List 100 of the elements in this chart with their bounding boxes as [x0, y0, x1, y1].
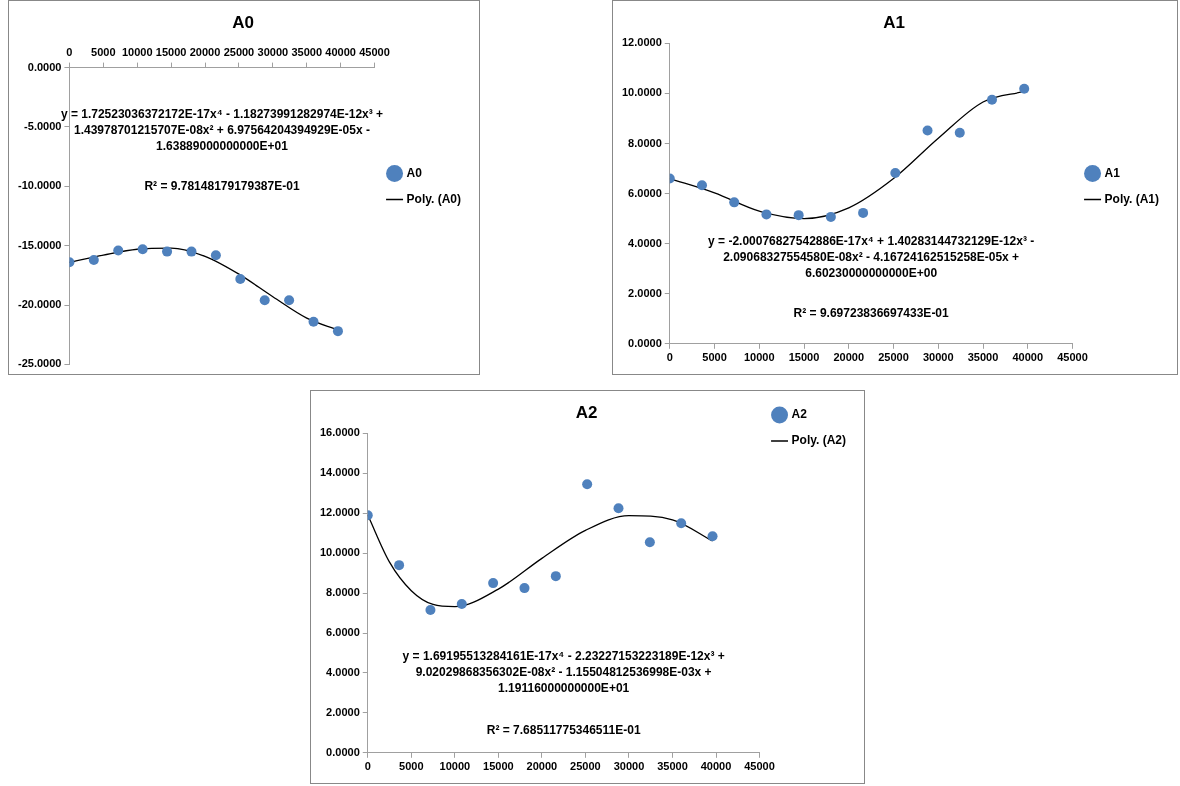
legend-label: Poly. (A2)	[791, 433, 846, 448]
y-tick-label: 6.0000	[628, 186, 662, 199]
x-tick-label: 10000	[439, 760, 471, 773]
x-tick-label: 30000	[922, 351, 954, 364]
point	[456, 599, 467, 610]
x-tick-label: 0	[666, 351, 673, 364]
y-tick-label: -10.0000	[17, 179, 62, 192]
x-tick-label: 20000	[526, 760, 558, 773]
point	[793, 210, 804, 221]
point	[394, 560, 405, 571]
y-tick-label: -5.0000	[24, 119, 62, 132]
x-tick-label: 40000	[700, 760, 732, 773]
y-tick-label: 0.0000	[326, 745, 360, 758]
annotation: R² = 9.69723836697433E-01	[793, 306, 950, 321]
y-tick-label: 16.0000	[320, 426, 360, 439]
point	[235, 273, 246, 284]
annotation: y = 1.69195513284161E-17x⁴ - 2.23227153223189E-12x³ + 9.02029868356302E-08x² - 1.15504812536998E-03x + 1.19116000000000E+01	[402, 649, 725, 696]
x-tick-label: 5000	[702, 351, 727, 364]
point	[186, 246, 197, 257]
x-tick-label: 25000	[878, 351, 909, 364]
point	[858, 207, 869, 218]
x-tick-label: 20000	[833, 351, 865, 364]
y-tick-label: 10.0000	[622, 86, 662, 99]
point	[676, 518, 687, 529]
y-tick-label: -15.0000	[17, 238, 62, 251]
x-tick-label: 15000	[155, 46, 187, 59]
point	[113, 245, 124, 256]
legend-label: Poly. (A1)	[1104, 191, 1159, 206]
point	[825, 211, 836, 222]
x-tick-label: 45000	[359, 46, 390, 59]
y-tick-label: 0.0000	[27, 60, 62, 73]
x-tick-label: 5000	[91, 46, 116, 59]
x-tick-label: 5000	[399, 760, 424, 773]
point	[425, 605, 436, 616]
y-tick-label: 8.0000	[628, 136, 662, 149]
point	[210, 250, 221, 261]
chart-title: A2	[575, 402, 598, 422]
legend-label: A0	[406, 165, 423, 180]
y-tick-label: 12.0000	[622, 36, 662, 49]
x-tick-label: 10000	[743, 351, 775, 364]
y-tick-label: -20.0000	[17, 298, 62, 311]
annotation: R² = 7.68511775346511E-01	[486, 722, 641, 737]
chart-title: A1	[883, 12, 905, 32]
point	[954, 127, 965, 138]
annotation: y = 1.72523036372172E-17x⁴ - 1.18273991282974E-12x³ + 1.43978701215707E-08x² + 6.97564204394929E-05x - 1.63889000000000E+01	[60, 107, 384, 154]
point	[707, 531, 718, 542]
annotation: y = -2.00076827542886E-17x⁴ + 1.40283144732129E-12x³ - 2.09068327554580E-08x² - 4.16724162515258E-05x + 6.60230000000000E+00	[708, 233, 1035, 280]
x-tick-label: 25000	[570, 760, 601, 773]
x-tick-label: 0	[364, 760, 371, 773]
y-tick-label: 14.0000	[320, 466, 360, 479]
x-tick-label: 0	[66, 46, 73, 59]
y-tick-label: 10.0000	[320, 546, 360, 559]
legend-label: A1	[1104, 165, 1121, 180]
point	[284, 295, 295, 306]
point	[922, 125, 933, 136]
annotation: R² = 9.78148179179387E-01	[144, 178, 300, 193]
chart-title: A0	[232, 12, 254, 32]
point	[986, 94, 997, 105]
y-tick-label: -25.0000	[17, 357, 62, 370]
point	[644, 537, 655, 548]
x-tick-label: 40000	[325, 46, 356, 59]
x-tick-label: 45000	[744, 760, 775, 773]
y-tick-label: 0.0000	[628, 336, 662, 349]
y-tick-label: 12.0000	[320, 506, 360, 519]
x-tick-label: 35000	[967, 351, 999, 364]
x-tick-label: 25000	[223, 46, 255, 59]
x-tick-label: 45000	[1057, 351, 1088, 364]
point	[88, 254, 99, 265]
x-tick-label: 15000	[483, 760, 514, 773]
legend-label: A2	[791, 407, 808, 422]
point	[696, 180, 707, 191]
y-tick-label: 4.0000	[326, 665, 360, 678]
point	[582, 479, 593, 490]
y-tick-label: 4.0000	[628, 236, 662, 249]
point	[519, 583, 530, 594]
point	[613, 503, 624, 514]
point	[332, 326, 343, 337]
x-tick-label: 15000	[788, 351, 820, 364]
x-tick-label: 30000	[613, 760, 645, 773]
point	[137, 244, 148, 255]
x-tick-label: 35000	[657, 760, 688, 773]
x-tick-label: 30000	[257, 46, 289, 59]
y-tick-label: 2.0000	[326, 705, 360, 718]
point	[308, 316, 319, 327]
x-tick-label: 35000	[291, 46, 323, 59]
point	[162, 246, 173, 257]
point	[550, 571, 561, 582]
point	[488, 578, 499, 589]
point	[890, 168, 901, 179]
y-tick-label: 8.0000	[326, 586, 360, 599]
y-tick-label: 6.0000	[326, 626, 360, 639]
legend-label: Poly. (A0)	[406, 191, 461, 206]
x-tick-label: 10000	[121, 46, 153, 59]
point	[259, 295, 270, 306]
point	[761, 209, 772, 220]
point	[1019, 83, 1030, 94]
x-tick-label: 40000	[1012, 351, 1044, 364]
x-tick-label: 20000	[189, 46, 221, 59]
point	[729, 197, 740, 208]
y-tick-label: 2.0000	[628, 286, 662, 299]
